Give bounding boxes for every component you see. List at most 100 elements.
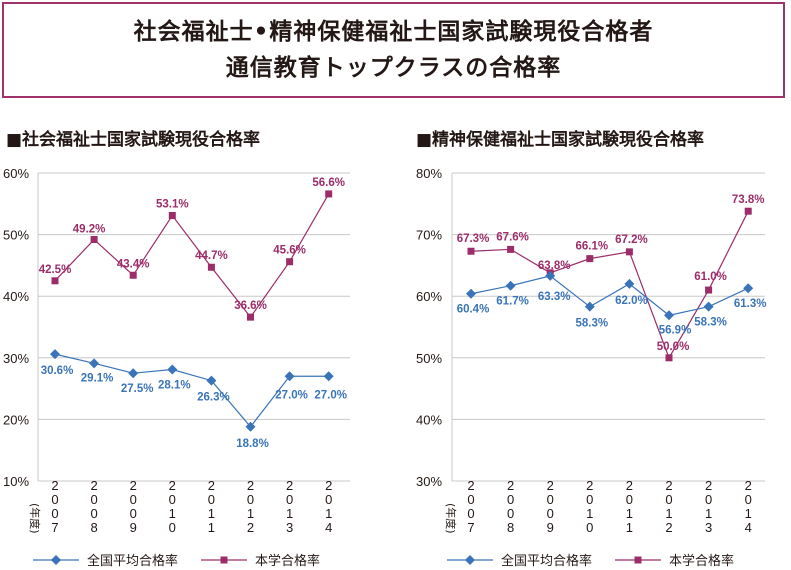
chart-1-school-data-label: 42.5%	[39, 264, 72, 276]
chart-2-ytick-label: 60%	[416, 289, 442, 304]
chart-1-school-point	[51, 277, 59, 285]
chart-1-school-point	[207, 263, 215, 271]
chart-2-xtick-digit: 0	[626, 492, 633, 507]
chart-2-school-point	[507, 245, 515, 253]
chart-1-xtick-digit: 1	[286, 506, 293, 521]
chart-2-school-data-label: 66.1%	[575, 241, 608, 253]
chart-2-xtick-digit: 2	[665, 478, 672, 493]
chart-2-national-point	[545, 270, 556, 281]
chart-1-national-point	[245, 421, 256, 432]
chart-1-xtick-digit: 4	[325, 520, 332, 535]
chart-2-xtick-digit: 0	[507, 506, 514, 521]
chart-2-school-data-label: 67.6%	[496, 231, 529, 243]
chart-1-xtick-digit: 2	[130, 478, 137, 493]
chart-1-legend-school-icon	[220, 556, 228, 564]
chart-1-school-data-label: 56.6%	[312, 177, 345, 189]
chart-2-xtick-digit: 1	[665, 506, 672, 521]
chart-2-title: ■精神保健福祉士国家試験現役合格率	[416, 130, 705, 150]
chart-2-school-point	[705, 286, 713, 294]
chart-2-xtick-digit: 2	[586, 478, 593, 493]
chart-1-school-point	[325, 190, 333, 198]
chart-2-national-data-label: 56.9%	[659, 324, 692, 336]
chart-2-school-point	[744, 207, 752, 215]
chart-2-school-point	[586, 255, 594, 263]
chart-2-xlabel: (年度)	[444, 503, 458, 534]
chart-2-xtick-digit: 0	[665, 492, 672, 507]
chart-2-school-data-label: 63.8%	[538, 260, 571, 272]
chart-2-xtick-digit: 0	[547, 492, 554, 507]
chart-1-national-point	[50, 349, 60, 360]
chart-1-xtick-digit: 1	[169, 506, 176, 521]
chart-1-ytick-label: 50%	[3, 228, 29, 243]
chart-2-national-data-label: 63.3%	[538, 291, 571, 303]
chart-1-legend-national-icon	[51, 555, 61, 565]
chart-2-ytick-label: 40%	[416, 412, 442, 427]
chart-2-xtick-digit: 2	[705, 478, 712, 493]
chart-2-xtick-digit: 0	[547, 506, 554, 521]
chart-1-school-point	[168, 212, 176, 220]
chart-1-national-point	[284, 371, 295, 382]
chart-2-national-data-label: 61.7%	[496, 296, 529, 308]
chart-1-legend-school-label: 本学合格率	[255, 553, 320, 569]
chart-2-xtick-digit: 0	[467, 506, 474, 521]
chart-2-national-point	[664, 310, 674, 321]
chart-2-national-data-label: 62.0%	[615, 295, 648, 307]
chart-2-xtick-digit: 1	[705, 506, 712, 521]
chart-1-national-point	[128, 368, 139, 379]
chart-1-ytick-label: 30%	[3, 351, 29, 366]
chart-2-national-data-label: 58.3%	[694, 317, 727, 329]
chart-1-xtick-digit: 0	[130, 492, 137, 507]
chart-2-school-data-label: 61.0%	[694, 271, 727, 283]
chart-1-xtick-digit: 3	[286, 520, 293, 535]
chart-1-xtick-digit: 2	[90, 478, 97, 493]
chart-2-xtick-digit: 0	[586, 520, 593, 535]
chart-1-xtick-digit: 0	[325, 492, 332, 507]
chart-2-school-line	[470, 210, 749, 360]
chart-2-xtick-digit: 1	[626, 520, 633, 535]
chart-1-national-data-label: 29.1%	[81, 372, 114, 384]
chart-1-school-data-label: 49.2%	[73, 224, 106, 236]
chart-2-school-point	[467, 247, 475, 255]
chart-1-national-data-label: 27.5%	[121, 383, 154, 395]
chart-1-national-data-label: 18.8%	[236, 438, 269, 450]
chart-2-legend-national-icon	[465, 555, 475, 565]
chart-2-national-point	[743, 283, 754, 294]
chart-1-xtick-digit: 1	[208, 506, 215, 521]
chart-2-xtick-digit: 2	[507, 478, 514, 493]
chart-2-xtick-digit: 2	[626, 478, 633, 493]
chart-2-national-data-label: 58.3%	[575, 318, 608, 330]
chart-2-school-data-label: 67.3%	[457, 233, 490, 245]
chart-1-xtick-digit: 2	[51, 478, 58, 493]
chart-1-national-point	[323, 371, 334, 382]
chart-2-school-data-label: 67.2%	[615, 234, 648, 246]
chart-1-national-point	[89, 358, 100, 369]
chart-1-xtick-digit: 7	[51, 520, 58, 535]
chart-1-national-data-label: 28.1%	[158, 380, 191, 392]
chart-2-national-data-label: 60.4%	[457, 304, 490, 316]
chart-1-xtick-digit: 0	[130, 506, 137, 521]
chart-1-school-data-label: 53.1%	[156, 199, 189, 211]
chart-1-xtick-digit: 0	[169, 492, 176, 507]
chart-1-national-point	[206, 375, 217, 386]
chart-2-xtick-digit: 0	[705, 492, 712, 507]
chart-1-national-data-label: 30.6%	[41, 365, 74, 377]
chart-1-national-line	[54, 353, 329, 428]
chart-1-ytick-label: 20%	[3, 412, 29, 427]
chart-1-school-point	[129, 271, 137, 279]
chart-2-school-data-label: 73.8%	[732, 194, 765, 206]
chart-1-school-data-label: 36.6%	[234, 300, 267, 312]
chart-2-xtick-digit: 4	[745, 520, 752, 535]
chart-1-school-data-label: 44.7%	[195, 250, 228, 262]
chart-1-xtick-digit: 8	[90, 520, 97, 535]
chart-1-national-data-label: 27.0%	[275, 389, 308, 401]
chart-1-school-line	[54, 193, 330, 319]
page-title-line-1: 社会福祉士•精神保健福祉士国家試験現役合格者	[133, 19, 654, 45]
chart-2-xtick-digit: 2	[547, 478, 554, 493]
chart-1-xtick-digit: 0	[286, 492, 293, 507]
chart-2-xtick-digit: 9	[547, 520, 554, 535]
chart-1-xtick-digit: 2	[247, 478, 254, 493]
chart-1-xtick-digit: 0	[90, 492, 97, 507]
chart-1-xtick-digit: 0	[169, 520, 176, 535]
title-box: 社会福祉士•精神保健福祉士国家試験現役合格者 通信教育トップクラスの合格率	[2, 2, 785, 98]
